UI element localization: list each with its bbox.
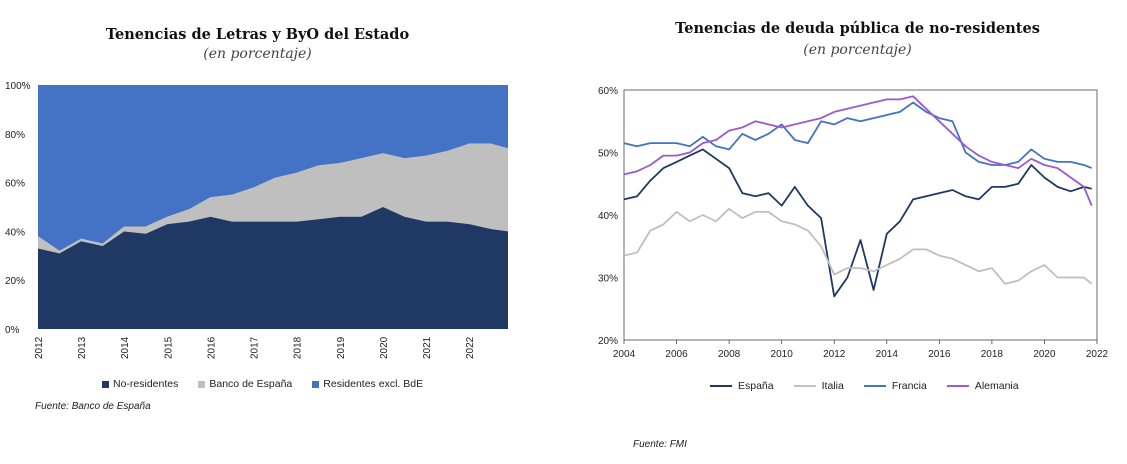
legend-label: No-residentes [113,378,179,390]
legend-label: Francia [891,380,927,392]
legend-label: España [738,380,774,392]
left-legend: No-residentes Banco de España Residentes… [102,378,443,390]
y-tick-label: 30% [598,274,618,285]
y-tick-label: 60% [5,179,25,190]
x-tick-label: 2016 [928,349,951,360]
legend-label: Italia [821,380,844,392]
legend-line-navy [710,385,732,387]
area-residentes-excl-bde [38,85,508,251]
y-tick-label: 40% [5,227,25,238]
x-tick-label: 2004 [613,349,636,360]
x-tick-label: 2022 [1086,349,1109,360]
y-tick-label: 100% [5,81,31,92]
x-tick-label: 2006 [665,349,688,360]
x-tick-label: 2014 [120,336,131,359]
legend-item-italia: Italia [793,380,844,392]
y-tick-label: 50% [598,149,618,160]
legend-line-gray [793,385,816,387]
legend-line-blue [863,385,886,387]
x-tick-label: 2020 [379,336,390,359]
right-chart-subtitle: (en porcentaje) [803,42,912,58]
x-tick-label: 2019 [336,336,347,359]
left-stacked-area-chart: 0% 20% 40% 60% 80% 100% 2012 2013 2014 2015 2016 20… [5,81,508,359]
legend-item-francia: Francia [863,380,927,392]
legend-swatch-blue [312,380,320,388]
x-tick-label: 2013 [77,336,88,359]
x-tick-label: 2018 [981,349,1004,360]
legend-item-no-residentes: No-residentes [102,378,178,390]
left-source: Fuente: Banco de España [35,401,151,412]
y-tick-label: 40% [598,211,618,222]
legend-label: Banco de España [209,378,293,390]
area-banco-de-espa-a [38,143,508,254]
x-tick-label: 2012 [823,349,846,360]
x-tick-label: 2010 [771,349,794,360]
y-tick-label: 60% [598,86,618,97]
line-italia [623,207,1093,285]
legend-item-residentes-excl-bde: Residentes excl. BdE [312,378,423,390]
x-tick-label: 2012 [34,336,45,359]
y-tick-label: 20% [598,336,618,347]
right-chart-title: Tenencias de deuda pública de no-residen… [675,20,1040,37]
x-tick-label: 2020 [1033,349,1056,360]
line-espana [623,148,1092,298]
x-tick-label: 2021 [422,336,433,359]
legend-swatch-gray [198,380,206,388]
x-tick-label: 2016 [206,336,217,359]
legend-item-alemania: Alemania [946,380,1019,392]
legend-item-banco-de-espana: Banco de España [198,378,292,390]
x-tick-label: 2022 [465,336,476,359]
legend-label: Alemania [974,380,1019,392]
right-legend: España Italia Francia Alemania [710,380,1039,392]
line-francia [623,101,1093,169]
right-line-chart: 20% 30% 40% 50% 60% 2004 2006 2008 2010 2012 2014 2… [598,86,1109,360]
legend-item-espana: España [710,380,774,392]
x-tick-label: 2015 [163,336,174,359]
area-no-residentes [38,207,508,329]
x-tick-label: 2014 [876,349,899,360]
x-tick-label: 2017 [250,336,261,359]
right-source: Fuente: FMI [633,439,687,450]
y-tick-label: 0% [5,325,20,336]
line-alemania [623,95,1093,206]
y-tick-label: 80% [5,130,25,141]
left-chart-title: Tenencias de Letras y ByO del Estado [105,26,410,43]
legend-label: Residentes excl. BdE [323,378,424,390]
y-tick-label: 20% [5,276,25,287]
plot-frame [623,89,1098,341]
legend-line-purple [946,385,969,387]
left-chart-subtitle: (en porcentaje) [203,46,312,62]
x-tick-label: 2008 [718,349,741,360]
legend-swatch-navy [102,380,109,388]
x-tick-label: 2018 [293,336,304,359]
